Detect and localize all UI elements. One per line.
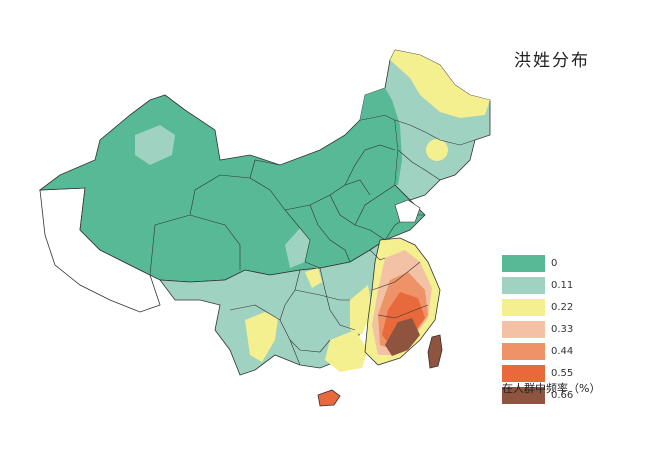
region-brown-fujian: [385, 318, 420, 356]
legend-label: 0.33: [551, 324, 574, 335]
legend-item: 0.22: [502, 299, 573, 316]
region-hainan: [317, 389, 341, 407]
legend-item: 0: [502, 255, 573, 272]
province-borders: [149, 119, 476, 366]
legend-label: 0.22: [551, 302, 574, 313]
region-yellow-yunnan: [245, 312, 278, 362]
region-teal-xinjiang: [135, 125, 175, 165]
map-title: 洪姓分布: [514, 51, 590, 71]
legend-item: 0.33: [502, 321, 573, 338]
legend-item: 0.44: [502, 343, 573, 360]
region-teal-sichuan: [285, 228, 310, 268]
legend-swatch: [502, 277, 545, 294]
legend-item: 0.55: [502, 365, 573, 382]
legend-item: 0.11: [502, 277, 573, 294]
legend-label: 0: [551, 258, 558, 269]
legend-swatch: [502, 299, 545, 316]
legend-swatch: [502, 321, 545, 338]
legend: 0 0.11 0.22 0.33 0.44 0.55 0.66: [502, 255, 573, 409]
region-taiwan: [427, 334, 443, 369]
legend-swatch: [502, 343, 545, 360]
region-yellow-jiangxi: [350, 285, 372, 335]
legend-label: 0.66: [551, 390, 574, 401]
legend-label: 0.11: [551, 280, 574, 291]
legend-swatch: [502, 387, 545, 404]
legend-swatch: [502, 255, 545, 272]
region-yellow-ne: [390, 50, 490, 118]
legend-label: 0.55: [551, 368, 574, 379]
legend-swatch: [502, 365, 545, 382]
legend-item: 0.66: [502, 387, 573, 404]
legend-label: 0.44: [551, 346, 574, 357]
legend-caption: 在人群中频率（%）: [502, 382, 601, 395]
region-yellow-ne-spot: [426, 139, 448, 161]
region-green-ne-strip: [360, 88, 402, 185]
region-yellow-guangdong: [325, 330, 368, 372]
bohai-sea: [394, 199, 421, 223]
region-yellow-center: [305, 268, 322, 288]
